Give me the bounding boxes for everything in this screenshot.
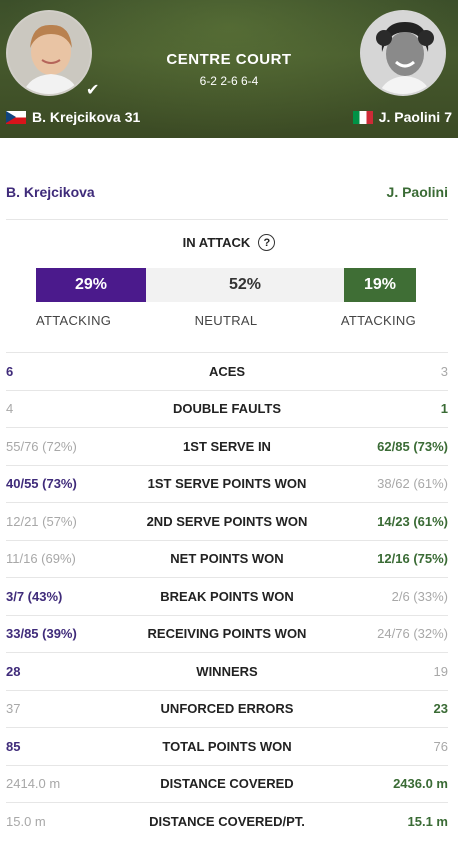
stat-left-value: 33/85 (39%) bbox=[6, 626, 77, 642]
stat-left-value: 11/16 (69%) bbox=[6, 551, 76, 567]
player2-header: J. Paolini 7 bbox=[352, 109, 452, 125]
stat-label: WINNERS bbox=[196, 663, 258, 679]
in-attack-heading: IN ATTACK ? bbox=[0, 234, 458, 251]
player1-header: B. Krejcikova 31 bbox=[6, 109, 140, 125]
stat-right-value: 23 bbox=[433, 701, 448, 717]
stat-row-winners: 28 WINNERS 19 bbox=[6, 652, 448, 690]
p2-attacking-segment: 19% bbox=[344, 268, 416, 302]
stat-left-value: 12/21 (57%) bbox=[6, 513, 77, 529]
stat-label: 2ND SERVE POINTS WON bbox=[146, 513, 308, 529]
stat-left-value: 85 bbox=[6, 738, 21, 754]
p1-attacking-segment: 29% bbox=[36, 268, 146, 302]
stat-row-2nd-serve-points-won: 12/21 (57%) 2ND SERVE POINTS WON 14/23 (… bbox=[6, 502, 448, 540]
player2-name: J. Paolini bbox=[378, 109, 441, 125]
left-player-name: B. Krejcikova bbox=[6, 184, 95, 200]
player1-name: B. Krejcikova bbox=[32, 109, 121, 125]
stat-label: DISTANCE COVERED bbox=[160, 776, 294, 792]
stat-right-value: 1 bbox=[440, 401, 448, 417]
stat-label: UNFORCED ERRORS bbox=[160, 701, 294, 717]
stat-label: 1ST SERVE IN bbox=[183, 438, 271, 454]
stat-right-value: 62/85 (73%) bbox=[377, 438, 448, 454]
stat-left-value: 2414.0 m bbox=[6, 776, 61, 792]
stat-label: RECEIVING POINTS WON bbox=[147, 626, 307, 642]
stat-row-unforced-errors: 37 UNFORCED ERRORS 23 bbox=[6, 689, 448, 728]
neutral-segment: 52% bbox=[146, 268, 344, 302]
stat-label: NET POINTS WON bbox=[170, 551, 284, 567]
player1-seed: 31 bbox=[124, 109, 141, 125]
stat-label: BREAK POINTS WON bbox=[160, 588, 294, 604]
player2-avatar bbox=[360, 10, 446, 96]
stat-label: ACES bbox=[208, 363, 246, 379]
stat-right-value: 2/6 (33%) bbox=[391, 588, 448, 604]
match-header: ✔ CENTRE COURT 6-2 2-6 6-4 B. Krejcikova… bbox=[0, 0, 458, 138]
player-names-row: B. Krejcikova J. Paolini bbox=[6, 172, 448, 220]
stat-label: TOTAL POINTS WON bbox=[162, 738, 292, 754]
stat-right-value: 3 bbox=[440, 363, 448, 379]
stat-left-value: 37 bbox=[6, 701, 21, 717]
stat-right-value: 24/76 (32%) bbox=[377, 626, 448, 642]
in-attack-title: IN ATTACK bbox=[182, 235, 251, 250]
help-icon[interactable]: ? bbox=[258, 234, 276, 251]
attack-bar: 29% 52% 19% bbox=[36, 268, 416, 302]
winner-check-icon: ✔ bbox=[86, 82, 100, 99]
stat-row-1st-serve-in: 55/76 (72%) 1ST SERVE IN 62/85 (73%) bbox=[6, 427, 448, 465]
it-flag-icon bbox=[352, 110, 373, 124]
stat-label: DISTANCE COVERED/PT. bbox=[149, 813, 305, 829]
stat-left-value: 6 bbox=[6, 363, 14, 379]
player2-seed: 7 bbox=[444, 109, 452, 125]
stat-row-distance-covered: 2414.0 m DISTANCE COVERED 2436.0 m bbox=[6, 764, 448, 803]
stat-row-break-points-won: 3/7 (43%) BREAK POINTS WON 2/6 (33%) bbox=[6, 577, 448, 615]
stat-left-value: 3/7 (43%) bbox=[6, 588, 63, 604]
stat-label: 1ST SERVE POINTS WON bbox=[147, 476, 307, 492]
stat-left-value: 28 bbox=[6, 663, 21, 679]
stat-right-value: 14/23 (61%) bbox=[377, 513, 448, 529]
cz-flag-icon bbox=[6, 110, 26, 124]
stat-left-value: 55/76 (72%) bbox=[6, 438, 77, 454]
stat-row-total-points-won: 85 TOTAL POINTS WON 76 bbox=[6, 727, 448, 765]
stats-table: 6 ACES 3 4 DOUBLE FAULTS 1 55/76 (72%) 1… bbox=[6, 352, 448, 840]
stat-row-1st-serve-points-won: 40/55 (73%) 1ST SERVE POINTS WON 38/62 (… bbox=[6, 464, 448, 503]
stat-right-value: 15.1 m bbox=[407, 813, 448, 829]
stat-left-value: 40/55 (73%) bbox=[6, 476, 77, 492]
stat-right-value: 76 bbox=[433, 738, 448, 754]
stat-row-net-points-won: 11/16 (69%) NET POINTS WON 12/16 (75%) bbox=[6, 539, 448, 578]
right-player-name: J. Paolini bbox=[386, 184, 448, 200]
stat-left-value: 15.0 m bbox=[6, 813, 46, 829]
p2-attacking-label: ATTACKING bbox=[340, 313, 416, 328]
neutral-label: NEUTRAL bbox=[194, 313, 258, 328]
stat-label: DOUBLE FAULTS bbox=[172, 401, 282, 417]
court-name: CENTRE COURT bbox=[166, 51, 292, 68]
stat-row-receiving-points-won: 33/85 (39%) RECEIVING POINTS WON 24/76 (… bbox=[6, 614, 448, 653]
stat-row-double-faults: 4 DOUBLE FAULTS 1 bbox=[6, 389, 448, 428]
stat-row-aces: 6 ACES 3 bbox=[6, 352, 448, 390]
match-score: 6-2 2-6 6-4 bbox=[199, 74, 259, 88]
stat-right-value: 19 bbox=[433, 663, 448, 679]
stat-row-distance-covered-per-point: 15.0 m DISTANCE COVERED/PT. 15.1 m bbox=[6, 802, 448, 840]
stat-right-value: 2436.0 m bbox=[393, 776, 448, 792]
stat-left-value: 4 bbox=[6, 401, 14, 417]
stat-right-value: 38/62 (61%) bbox=[377, 476, 448, 492]
stat-right-value: 12/16 (75%) bbox=[377, 551, 448, 567]
p1-attacking-label: ATTACKING bbox=[36, 313, 112, 328]
player1-avatar bbox=[6, 10, 92, 96]
attack-labels: ATTACKING NEUTRAL ATTACKING bbox=[36, 313, 416, 328]
